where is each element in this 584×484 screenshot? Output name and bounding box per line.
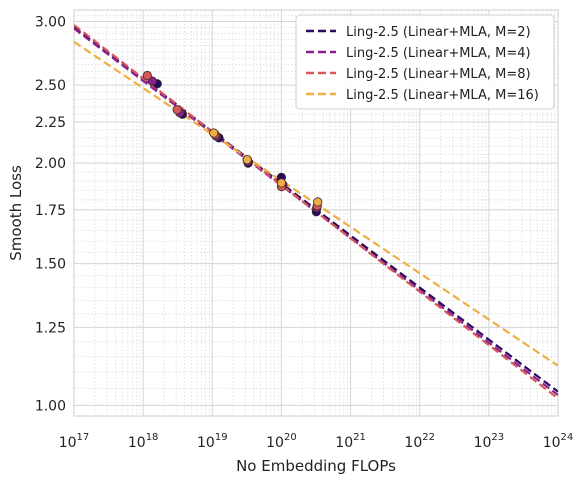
x-tick-label: 1019 [197,432,228,451]
x-tick-label: 1024 [543,432,574,451]
data-point-series-3 [172,105,182,115]
data-point-series-4 [242,155,252,165]
y-axis-label: Smooth Loss [7,165,25,261]
legend-label: Ling-2.5 (Linear+MLA, M=8) [346,67,531,82]
y-tick-label: 1.50 [35,257,66,273]
plot-frame [73,9,559,417]
x-tick-label: 1020 [266,432,297,451]
x-tick-label: 1017 [59,432,90,451]
data-points [142,70,323,217]
data-point-series-4 [313,197,323,207]
y-tick-label: 2.25 [35,115,66,131]
y-tick-label: 1.25 [35,320,66,336]
y-tick-label: 3.00 [35,14,66,30]
legend-label: Ling-2.5 (Linear+MLA, M=4) [346,46,531,61]
x-axis-label: No Embedding FLOPs [236,457,396,475]
y-tick-label: 1.75 [35,203,66,219]
y-tick-label: 2.00 [35,156,66,172]
y-tick-label: 2.50 [35,78,66,94]
y-tick-labels: 1.00 1.25 1.50 1.75 2.00 2.25 2.50 3.00 [35,14,66,414]
data-point-series-3 [142,70,152,81]
x-tick-label: 1021 [335,432,366,451]
data-point-series-4 [209,128,219,138]
legend-label: Ling-2.5 (Linear+MLA, M=16) [346,88,539,103]
data-point-series-4 [276,178,287,188]
watermark-text: 知乎 @知之不止知 [445,453,570,471]
legend-box [295,14,555,110]
legend-label: Ling-2.5 (Linear+MLA, M=2) [346,25,531,40]
x-tick-labels: 1017 1018 1019 1020 1021 1022 1023 1024 [59,432,574,451]
y-tick-label: 1.00 [35,398,66,414]
x-tick-label: 1022 [404,432,435,451]
x-tick-label: 1018 [128,432,159,451]
legend: Ling-2.5 (Linear+MLA, M=2) Ling-2.5 (Line… [295,14,555,110]
x-tick-label: 1023 [474,432,505,451]
